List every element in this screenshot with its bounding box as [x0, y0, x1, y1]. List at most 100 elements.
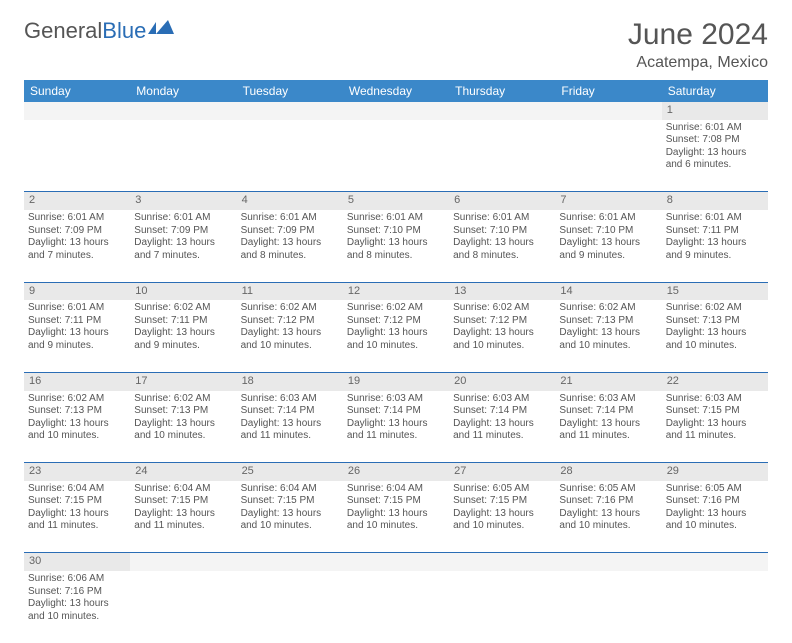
day-cell-line: Daylight: 13 hours — [559, 237, 657, 250]
day-cell-line: Sunset: 7:15 PM — [453, 495, 551, 508]
day-cell-line: and 8 minutes. — [347, 250, 445, 263]
daynum-row: 16171819202122 — [24, 372, 768, 390]
day-header: Sunday — [24, 80, 130, 102]
day-cell: Sunrise: 6:05 AMSunset: 7:16 PMDaylight:… — [555, 481, 661, 553]
day-cell-line: Sunset: 7:11 PM — [134, 315, 232, 328]
day-cell: Sunrise: 6:01 AMSunset: 7:08 PMDaylight:… — [662, 120, 768, 192]
day-number — [555, 553, 661, 571]
day-cell: Sunrise: 6:01 AMSunset: 7:09 PMDaylight:… — [24, 210, 130, 282]
day-cell-line: Sunset: 7:13 PM — [559, 315, 657, 328]
day-cell-line: Sunrise: 6:04 AM — [28, 483, 126, 496]
day-cell: Sunrise: 6:03 AMSunset: 7:14 PMDaylight:… — [343, 391, 449, 463]
day-cell — [130, 120, 236, 192]
day-cell: Sunrise: 6:04 AMSunset: 7:15 PMDaylight:… — [24, 481, 130, 553]
day-cell: Sunrise: 6:01 AMSunset: 7:09 PMDaylight:… — [237, 210, 343, 282]
day-cell-line: and 10 minutes. — [241, 340, 339, 353]
day-cell: Sunrise: 6:02 AMSunset: 7:12 PMDaylight:… — [449, 300, 555, 372]
day-cell-line: Daylight: 13 hours — [666, 508, 764, 521]
day-number: 20 — [449, 372, 555, 390]
day-cell-line: Sunset: 7:15 PM — [28, 495, 126, 508]
day-cell-line: Sunset: 7:14 PM — [453, 405, 551, 418]
day-cell-line: Sunset: 7:13 PM — [28, 405, 126, 418]
day-cell-line: Sunset: 7:15 PM — [241, 495, 339, 508]
day-cell-line: Sunset: 7:13 PM — [666, 315, 764, 328]
day-cell-line: Daylight: 13 hours — [453, 418, 551, 431]
day-cell-line: Sunrise: 6:04 AM — [241, 483, 339, 496]
day-cell: Sunrise: 6:04 AMSunset: 7:15 PMDaylight:… — [343, 481, 449, 553]
header: GeneralBlue June 2024 Acatempa, Mexico — [24, 18, 768, 72]
day-cell-line: Sunset: 7:13 PM — [134, 405, 232, 418]
day-number: 13 — [449, 282, 555, 300]
day-number: 19 — [343, 372, 449, 390]
day-cell — [555, 120, 661, 192]
day-number: 29 — [662, 463, 768, 481]
day-number: 3 — [130, 192, 236, 210]
day-content-row: Sunrise: 6:01 AMSunset: 7:08 PMDaylight:… — [24, 120, 768, 192]
day-cell-line: Daylight: 13 hours — [453, 237, 551, 250]
day-number: 14 — [555, 282, 661, 300]
day-cell-line: Daylight: 13 hours — [559, 418, 657, 431]
day-cell-line: and 10 minutes. — [241, 520, 339, 533]
day-number: 28 — [555, 463, 661, 481]
day-header-row: Sunday Monday Tuesday Wednesday Thursday… — [24, 80, 768, 102]
day-cell-line: Sunset: 7:10 PM — [347, 225, 445, 238]
day-cell-line: Sunrise: 6:01 AM — [241, 212, 339, 225]
day-cell-line: Sunrise: 6:04 AM — [347, 483, 445, 496]
day-cell-line: and 11 minutes. — [559, 430, 657, 443]
day-cell-line: and 9 minutes. — [28, 340, 126, 353]
day-cell: Sunrise: 6:02 AMSunset: 7:12 PMDaylight:… — [343, 300, 449, 372]
day-number — [343, 102, 449, 120]
day-cell-line: Sunrise: 6:02 AM — [666, 302, 764, 315]
day-cell-line: and 10 minutes. — [559, 520, 657, 533]
day-number: 1 — [662, 102, 768, 120]
logo-flag-icon — [148, 18, 174, 44]
day-cell — [130, 571, 236, 643]
day-cell-line: Sunset: 7:15 PM — [347, 495, 445, 508]
day-number: 16 — [24, 372, 130, 390]
day-number: 26 — [343, 463, 449, 481]
day-cell-line: Sunrise: 6:05 AM — [453, 483, 551, 496]
day-cell-line: and 11 minutes. — [241, 430, 339, 443]
day-cell-line: and 11 minutes. — [453, 430, 551, 443]
day-cell-line: and 10 minutes. — [559, 340, 657, 353]
day-cell-line: Daylight: 13 hours — [453, 327, 551, 340]
day-cell: Sunrise: 6:05 AMSunset: 7:16 PMDaylight:… — [662, 481, 768, 553]
day-cell: Sunrise: 6:06 AMSunset: 7:16 PMDaylight:… — [24, 571, 130, 643]
day-cell-line: Sunrise: 6:01 AM — [28, 302, 126, 315]
day-cell-line: Sunset: 7:12 PM — [453, 315, 551, 328]
day-number: 22 — [662, 372, 768, 390]
day-header: Tuesday — [237, 80, 343, 102]
logo-text-general: General — [24, 18, 102, 44]
day-cell: Sunrise: 6:03 AMSunset: 7:15 PMDaylight:… — [662, 391, 768, 463]
day-number: 12 — [343, 282, 449, 300]
day-number: 4 — [237, 192, 343, 210]
day-cell-line: Sunset: 7:16 PM — [666, 495, 764, 508]
day-number — [449, 102, 555, 120]
day-cell: Sunrise: 6:04 AMSunset: 7:15 PMDaylight:… — [237, 481, 343, 553]
day-cell-line: Daylight: 13 hours — [134, 418, 232, 431]
day-cell-line: Sunset: 7:15 PM — [134, 495, 232, 508]
day-cell — [662, 571, 768, 643]
day-number — [449, 553, 555, 571]
day-cell: Sunrise: 6:01 AMSunset: 7:10 PMDaylight:… — [449, 210, 555, 282]
day-cell-line: Daylight: 13 hours — [241, 418, 339, 431]
day-number: 2 — [24, 192, 130, 210]
location: Acatempa, Mexico — [628, 54, 768, 72]
day-cell: Sunrise: 6:02 AMSunset: 7:13 PMDaylight:… — [130, 391, 236, 463]
day-cell-line: and 9 minutes. — [559, 250, 657, 263]
day-number — [130, 553, 236, 571]
day-cell-line: and 6 minutes. — [666, 159, 764, 172]
day-cell-line: Daylight: 13 hours — [241, 508, 339, 521]
logo: GeneralBlue — [24, 18, 174, 44]
day-number — [237, 102, 343, 120]
logo-text-blue: Blue — [102, 18, 146, 44]
day-cell-line: Daylight: 13 hours — [241, 237, 339, 250]
day-cell: Sunrise: 6:02 AMSunset: 7:13 PMDaylight:… — [555, 300, 661, 372]
day-cell-line: Daylight: 13 hours — [453, 508, 551, 521]
daynum-row: 1 — [24, 102, 768, 120]
day-cell-line: and 7 minutes. — [134, 250, 232, 263]
day-cell-line: and 10 minutes. — [28, 611, 126, 624]
day-cell-line: Sunrise: 6:02 AM — [134, 302, 232, 315]
day-header: Saturday — [662, 80, 768, 102]
day-cell-line: Sunrise: 6:01 AM — [453, 212, 551, 225]
